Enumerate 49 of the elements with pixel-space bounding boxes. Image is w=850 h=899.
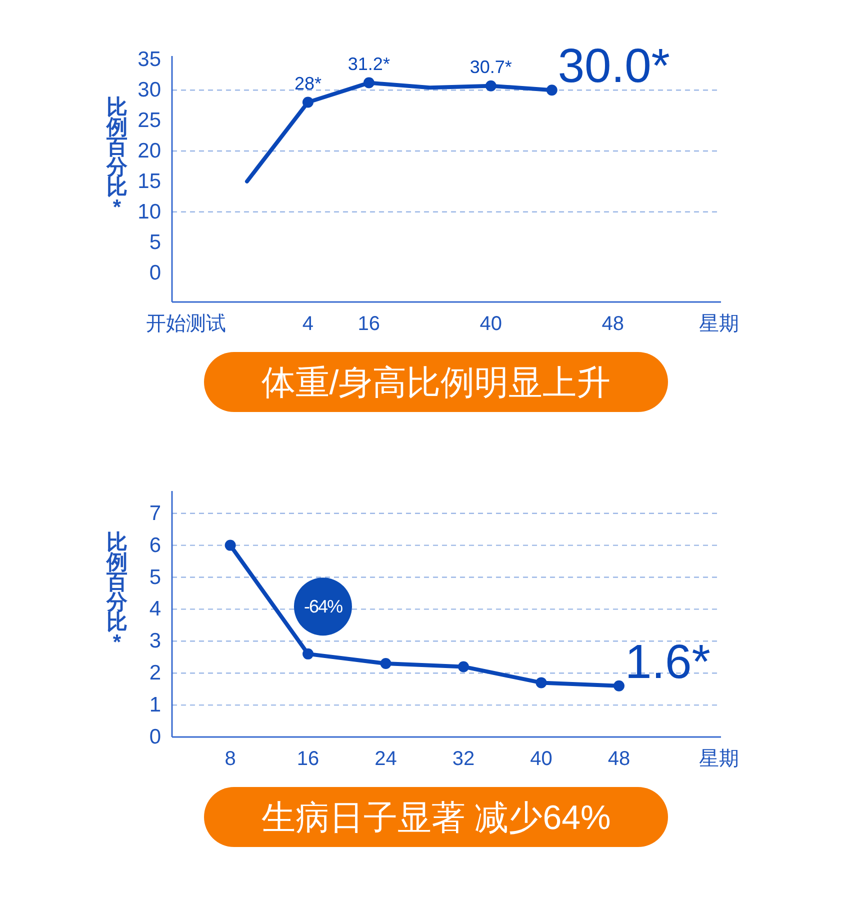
point	[536, 677, 547, 688]
x-tick-label: 开始测试	[146, 313, 226, 335]
y-tick-label: 1	[149, 694, 161, 717]
y-tick-label: 20	[138, 139, 161, 162]
y-tick-label: 30	[138, 78, 161, 102]
point	[458, 661, 470, 672]
data-label: 30.0*	[558, 40, 670, 94]
point	[546, 84, 558, 96]
data-label: 1.6*	[624, 636, 710, 689]
y-axis-title: 比例百分比*	[106, 95, 128, 218]
point	[485, 80, 496, 92]
x-tick-label: 32	[452, 748, 475, 770]
x-tick-label: 16	[358, 313, 380, 335]
y-axis-title: 比例百分比*	[106, 530, 128, 654]
point	[613, 680, 624, 692]
point	[380, 658, 392, 670]
y-tick-label: 10	[138, 200, 161, 224]
x-tick-label: 24	[374, 748, 397, 770]
y-tick-label: 0	[149, 726, 161, 748]
x-tick-label: 48	[602, 313, 624, 335]
text: 生病日子显著 减少64%	[261, 799, 611, 837]
y-tick-label: 5	[149, 566, 161, 589]
y-tick-label: 6	[149, 534, 161, 557]
annotation: -64%	[304, 596, 343, 617]
y-tick-label: 15	[138, 170, 161, 193]
data-label: 31.2*	[348, 54, 390, 74]
y-tick-label: 2	[149, 662, 161, 685]
x-tick-label: 16	[296, 748, 320, 770]
x-tick-label: 8	[224, 748, 236, 770]
point	[363, 77, 374, 88]
y-tick-label: 3	[149, 630, 161, 653]
y-tick-label: 5	[149, 230, 161, 254]
x-tick-label: 40	[530, 748, 552, 770]
y-tick-label: 7	[149, 502, 161, 525]
x-axis-title: 星期	[699, 313, 739, 335]
data-label: 28*	[294, 73, 322, 94]
text: 体重/身高比例明显上升	[261, 364, 611, 402]
x-tick-label: 4	[302, 313, 314, 335]
y-tick-label: 4	[149, 598, 162, 621]
x-tick-label: 40	[480, 313, 502, 335]
data-label: 30.7*	[470, 56, 512, 77]
x-tick-label: 48	[608, 748, 630, 770]
point	[302, 648, 314, 660]
point	[302, 96, 314, 108]
x-axis-title: 星期	[699, 748, 739, 770]
point	[224, 540, 236, 551]
y-tick-label: 0	[149, 261, 161, 284]
y-tick-label: 25	[138, 109, 161, 132]
y-tick-label: 35	[138, 48, 161, 72]
